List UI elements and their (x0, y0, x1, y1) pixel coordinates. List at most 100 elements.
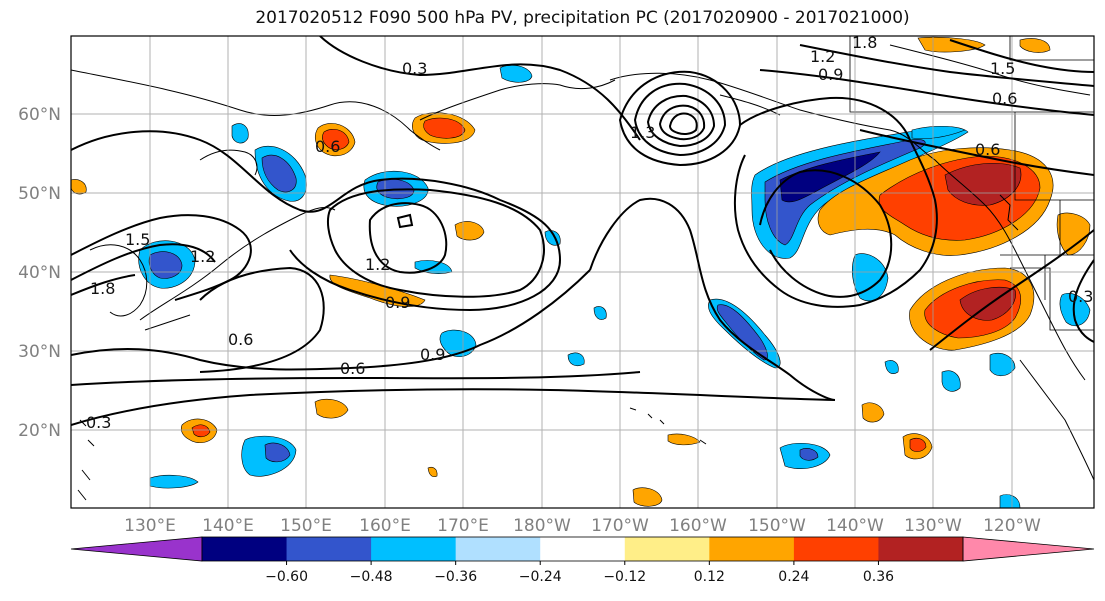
pv-contour-north-1 (799, 44, 1094, 87)
lon-label: 150°E (280, 516, 332, 536)
colorbar-tick-label: −0.12 (603, 569, 646, 585)
precip-system-gulf-alaska-mid (764, 139, 926, 246)
boundary-us-west (1000, 200, 1094, 300)
lon-label: 140°E (202, 516, 254, 536)
colorbar-tick-label: 0.36 (863, 569, 894, 585)
contour-label: 1.8 (90, 279, 115, 298)
precip-blob-japan-sea-core (261, 154, 297, 193)
boundary-top (1009, 36, 1094, 61)
boundary-canada (1014, 112, 1094, 201)
contour-label: 1.2 (365, 255, 390, 274)
contour-label: 0.6 (228, 330, 253, 349)
precip-blob-wpac-30n (567, 352, 585, 366)
colorbar-swatch (371, 537, 457, 561)
lat-label: 30°N (18, 342, 61, 362)
lat-label: 40°N (18, 263, 61, 283)
coast-mexico (1019, 359, 1094, 481)
map-area: 0.3 0.6 0.9 1.2 1.5 1.8 0.6 0.9 1.2 0.6 … (71, 36, 1094, 508)
lon-label: 170°W (591, 516, 649, 536)
colorbar-tick-label: −0.48 (350, 569, 393, 585)
coast-ak-north (889, 44, 1091, 96)
pv-contour-west-3 (71, 274, 136, 296)
colorbar-extend-max (962, 536, 1095, 562)
pv-contour-06-mid (326, 188, 545, 298)
lon-labels: 130°E 140°E 150°E 160°E 170°E 180°W 170°… (124, 516, 1041, 536)
coast-ryukyu (77, 419, 95, 501)
precip-blob-sea-okhotsk (231, 123, 249, 144)
coastlines (71, 44, 1094, 501)
contour-label: 1.5 (990, 59, 1015, 78)
colorbar-swatch (540, 537, 626, 561)
lat-label: 20°N (18, 421, 61, 441)
contour-label: 0.9 (818, 65, 843, 84)
pv-contour-east-trough (733, 96, 938, 308)
map-frame (70, 35, 1095, 509)
pv-contour-06-big (71, 130, 562, 312)
colorbar-swatch (455, 537, 541, 561)
lon-label: 170°E (437, 516, 489, 536)
pv-contour-north-4 (949, 39, 1094, 73)
boundaries (849, 36, 1094, 331)
precip-blob-south-9-core (909, 437, 927, 452)
coast-siberia (71, 69, 441, 151)
lat-label: 50°N (18, 184, 61, 204)
precip-band-subtropical-core (716, 304, 768, 361)
precip-system-pnw-core (944, 163, 1022, 206)
precip-blob-south-7-core (799, 448, 819, 461)
pv-contour-north-2 (759, 69, 1094, 116)
pv-contour-mid-pac (589, 197, 836, 401)
precip-blob-mid-pac-orange (454, 221, 485, 241)
chart-title: 2017020512 F090 500 hPa PV, precipitatio… (255, 8, 910, 28)
precip-blob-bc-coast (911, 125, 966, 140)
pv-contour-06-long (71, 269, 591, 371)
contour-label: 0.3 (402, 59, 427, 78)
contour-label: 0.9 (385, 293, 410, 312)
colorbar-swatch (286, 537, 372, 561)
contour-label: 1.2 (810, 47, 835, 66)
coast-alaska-inner (719, 94, 781, 116)
precip-blob-fl-east-blue (1059, 292, 1091, 326)
lon-label: 160°W (669, 516, 727, 536)
precip-blob-east-edge-orange (1019, 38, 1051, 53)
lat-labels: 60°N 50°N 40°N 30°N 20°N (18, 105, 61, 441)
precip-blob-south-2-core (264, 442, 291, 463)
colorbar-swatch (793, 537, 879, 561)
colorbar-ticks: −0.60 −0.48 −0.36 −0.24 −0.12 0.12 0.24 0.36 (265, 561, 894, 585)
lon-label: 130°E (124, 516, 176, 536)
pv-contour-loop-ak-2 (633, 82, 727, 157)
pv-contour-loop-ak-4 (658, 104, 706, 141)
pv-contour-east-edge (1072, 259, 1094, 343)
colorbar (70, 536, 1095, 562)
lon-label: 140°W (826, 516, 884, 536)
precip-blob-south-10 (999, 494, 1021, 508)
boundary-us-west-2 (1010, 267, 1094, 331)
coast-korea (89, 244, 148, 317)
lon-label: 180°W (513, 516, 571, 536)
precip-blob-south-8 (861, 402, 885, 423)
contour-label: 0.3 (86, 413, 111, 432)
coast-bc (999, 194, 1019, 231)
precip-blob-140w-24n (941, 370, 961, 392)
pv-contour-north-3 (859, 129, 1094, 176)
contour-labels: 0.3 0.6 0.9 1.2 1.5 1.8 0.6 0.9 1.2 0.6 … (86, 36, 1093, 432)
precip-blob-west-edge (71, 179, 87, 195)
colorbar-swatch (624, 537, 710, 561)
contour-label: 0.6 (315, 137, 340, 156)
pv-contour-03-north (319, 36, 641, 141)
pv-contour-small-loop (396, 213, 414, 229)
precip-blob-170w-34n (593, 306, 607, 320)
coast-hawaii (629, 407, 707, 445)
precip-blob-south-5 (632, 487, 663, 507)
pv-contour-12-inner (368, 202, 448, 274)
lon-label: 160°E (359, 516, 411, 536)
precip-blob-ne-japan-core (423, 117, 466, 139)
coast-japan-2 (144, 314, 191, 331)
pv-contour-loop-ak-5 (668, 112, 698, 135)
contour-label: 1.5 (125, 230, 150, 249)
contour-label: 0.6 (992, 89, 1017, 108)
pv-contours (71, 36, 1094, 426)
colorbar-swatch (878, 537, 964, 561)
pv-contour-loop-ak-3 (646, 94, 716, 148)
pv-contour-ca (929, 229, 1094, 351)
